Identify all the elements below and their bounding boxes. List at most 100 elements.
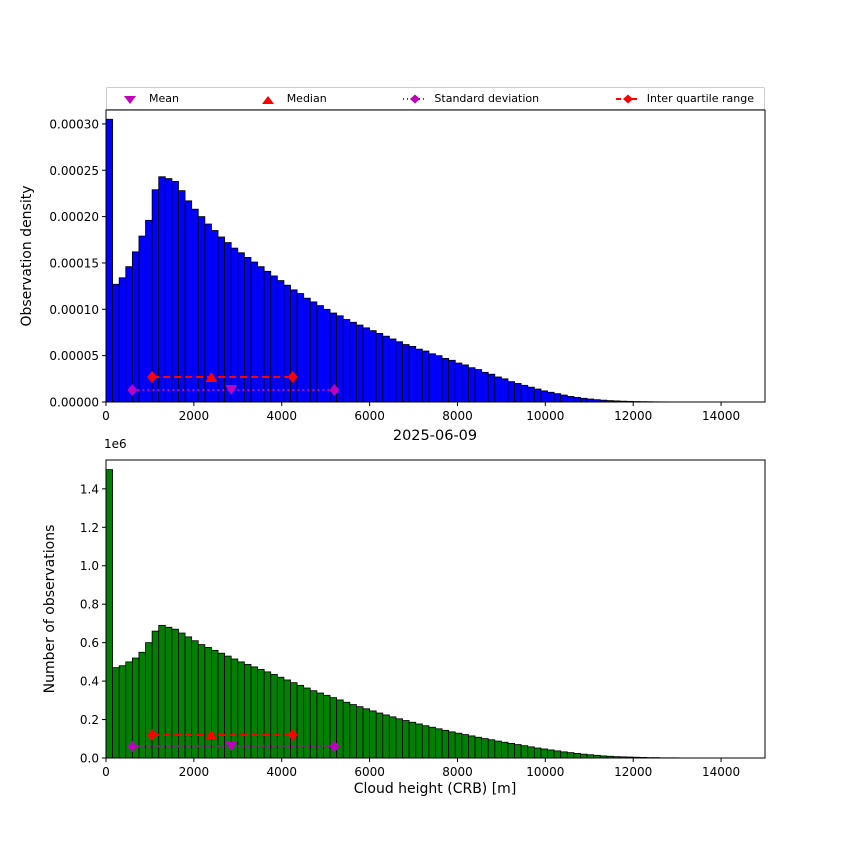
histogram-bar — [454, 732, 463, 759]
histogram-bar — [514, 744, 522, 759]
histogram-bar — [178, 632, 186, 759]
triangle-up-icon — [261, 95, 274, 104]
y-tick-label: 0.2 — [80, 713, 99, 727]
range-diamond-marker — [127, 383, 138, 396]
histogram-bar — [520, 745, 529, 759]
histogram-bar — [243, 663, 252, 759]
histogram-bar — [283, 679, 291, 759]
histogram-bar — [369, 710, 377, 759]
axes-frame — [105, 459, 766, 759]
histogram-bar — [540, 748, 548, 759]
histogram-bar — [507, 742, 515, 759]
histogram-bar — [395, 718, 403, 759]
y-tick-label: 0.00030 — [49, 117, 99, 131]
x-axis-label: Cloud height (CRB) [m] — [353, 781, 517, 797]
histogram-bar — [323, 694, 331, 759]
histogram-bar — [375, 712, 384, 759]
histogram-bar — [547, 749, 555, 759]
mean-marker — [225, 741, 238, 752]
mean-marker — [225, 384, 238, 395]
histogram-bar — [500, 741, 509, 759]
range-diamond-marker — [287, 370, 298, 383]
x-tick-label: 14000 — [702, 765, 740, 779]
median-marker — [205, 729, 218, 740]
legend-label-iqr: Inter quartile range — [646, 92, 754, 105]
y-tick-label: 1.4 — [80, 482, 99, 496]
histogram-bar — [533, 747, 542, 759]
x-tick-label: 6000 — [354, 409, 385, 423]
histogram-bar — [428, 726, 436, 759]
range-diamond-marker — [147, 370, 158, 383]
histogram-bar — [105, 469, 113, 759]
legend-label-std: Standard deviation — [434, 92, 540, 105]
histogram-bar — [448, 731, 456, 759]
histogram-bar — [388, 716, 397, 759]
diamond-dotted-line-icon — [403, 94, 428, 103]
x-tick-label: 8000 — [442, 765, 473, 779]
histogram-bar — [415, 723, 423, 759]
histogram-bar — [237, 661, 245, 759]
range-diamond-marker — [147, 728, 158, 741]
histogram-bar — [566, 752, 575, 759]
x-tick-label: 12000 — [614, 409, 652, 423]
legend-label-median: Median — [286, 92, 327, 105]
histogram-bar — [560, 751, 568, 759]
histogram-bar — [474, 736, 483, 759]
y-tick-label: 0.0 — [80, 752, 99, 766]
histogram-bar — [158, 624, 166, 759]
x-tick-label: 4000 — [266, 409, 297, 423]
y-tick-label: 0.00025 — [49, 164, 99, 178]
y-tick-label: 1.0 — [80, 559, 99, 573]
histogram-bar — [421, 725, 430, 759]
histogram-bar — [461, 734, 469, 759]
x-tick-label: 14000 — [702, 409, 740, 423]
histogram-bar — [527, 746, 535, 759]
histogram-bar — [145, 642, 153, 759]
histogram-bar — [112, 667, 120, 759]
histogram-bar — [164, 626, 173, 759]
histogram-bar — [217, 652, 226, 759]
triangle-down-icon — [124, 95, 136, 104]
y-tick-label: 0.4 — [80, 675, 99, 689]
histogram-bar — [250, 666, 258, 759]
histogram-bar — [402, 720, 410, 759]
histogram-bar — [191, 640, 199, 759]
y-tick-label: 0.00020 — [49, 210, 99, 224]
histogram-bar — [580, 753, 588, 759]
histogram-bar — [362, 708, 371, 759]
histogram-bar — [487, 739, 496, 759]
x-tick-label: 6000 — [354, 765, 385, 779]
histogram-bar — [263, 671, 272, 759]
x-tick-label: 0 — [102, 765, 110, 779]
y-tick-label: 1.2 — [80, 521, 99, 535]
diamond-dashed-line-icon — [615, 94, 640, 103]
histogram-bar — [573, 752, 581, 759]
histogram-bar — [197, 644, 206, 759]
histogram-bar — [257, 668, 265, 759]
range-diamond-marker — [329, 740, 340, 753]
legend-label-mean: Mean — [149, 92, 179, 105]
legend-entry-median: Median — [255, 92, 327, 106]
histogram-bar — [494, 740, 502, 759]
legend-entry-iqr: Inter quartile range — [615, 92, 754, 106]
y-tick-label: 0.00005 — [49, 349, 99, 363]
range-diamond-marker — [127, 740, 138, 753]
histogram-bar — [441, 729, 450, 759]
histogram-bar — [309, 690, 318, 759]
legend-entry-std: Standard deviation — [402, 92, 539, 106]
y-tick-label: 0.00000 — [49, 396, 99, 410]
histogram-bar — [316, 692, 324, 759]
x-tick-label: 8000 — [442, 409, 473, 423]
histogram-bar — [553, 750, 562, 759]
histogram-bar — [342, 701, 351, 759]
histogram-bar — [184, 636, 193, 759]
histogram-bar — [270, 673, 278, 759]
x-tick-label: 2000 — [179, 765, 210, 779]
y-tick-label: 0.8 — [80, 598, 99, 612]
x-tick-label: 4000 — [266, 765, 297, 779]
histogram-bar — [171, 628, 179, 759]
range-diamond-marker — [329, 383, 340, 396]
y-axis-offset-text: 1e6 — [104, 437, 127, 451]
